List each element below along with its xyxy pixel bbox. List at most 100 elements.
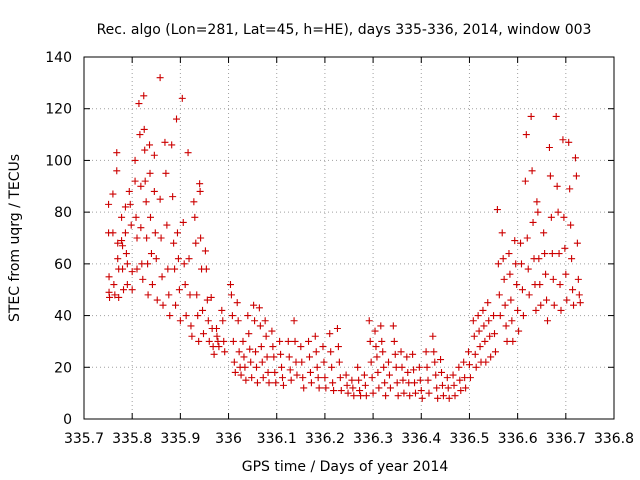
- data-point: [506, 270, 514, 278]
- data-point: [202, 265, 210, 273]
- data-point: [192, 239, 200, 247]
- data-point: [188, 332, 196, 340]
- data-point: [269, 343, 277, 351]
- y-tick-label: 120: [45, 102, 72, 118]
- data-point: [350, 392, 358, 400]
- data-point: [343, 381, 351, 389]
- data-point: [194, 312, 202, 320]
- x-tick-label: 336.1: [257, 431, 297, 447]
- data-point: [120, 286, 128, 294]
- data-point: [572, 172, 580, 180]
- data-point: [263, 353, 271, 361]
- data-point: [143, 234, 151, 242]
- y-tick-label: 140: [45, 50, 72, 66]
- data-point: [173, 229, 181, 237]
- data-point: [233, 299, 241, 307]
- data-point: [298, 358, 306, 366]
- data-point: [140, 92, 148, 100]
- data-point: [398, 363, 406, 371]
- data-point: [386, 384, 394, 392]
- data-point: [486, 332, 494, 340]
- data-point: [127, 221, 135, 229]
- data-point: [437, 356, 445, 364]
- x-tick-label: 336.3: [353, 431, 393, 447]
- data-point: [342, 371, 350, 379]
- data-point: [385, 358, 393, 366]
- data-point: [131, 156, 139, 164]
- data-point: [521, 177, 529, 185]
- data-point: [164, 265, 172, 273]
- data-point: [433, 384, 441, 392]
- data-point: [122, 250, 130, 258]
- chart-title: Rec. algo (Lon=281, Lat=45, h=HE), days …: [97, 22, 592, 38]
- data-point: [244, 312, 252, 320]
- data-point: [456, 376, 464, 384]
- data-point: [150, 151, 158, 159]
- data-point: [409, 350, 417, 358]
- data-point: [252, 363, 260, 371]
- data-point: [369, 389, 377, 397]
- data-point: [508, 317, 516, 325]
- data-point: [220, 337, 228, 345]
- data-point: [125, 187, 133, 195]
- data-point: [444, 384, 452, 392]
- data-point: [411, 379, 419, 387]
- data-point: [534, 208, 542, 216]
- data-point: [114, 239, 122, 247]
- data-point: [561, 244, 569, 252]
- data-point: [261, 317, 269, 325]
- data-point: [146, 169, 154, 177]
- data-point: [229, 337, 237, 345]
- data-point: [248, 374, 256, 382]
- data-point: [385, 371, 393, 379]
- data-point: [251, 317, 259, 325]
- data-point: [147, 250, 155, 258]
- data-point: [141, 146, 149, 154]
- data-point: [257, 343, 265, 351]
- data-point: [373, 353, 381, 361]
- data-point: [410, 366, 418, 374]
- data-point: [299, 374, 307, 382]
- data-point: [210, 350, 218, 358]
- data-point: [326, 330, 334, 338]
- data-point: [381, 379, 389, 387]
- data-point: [540, 229, 548, 237]
- data-point: [312, 348, 320, 356]
- data-point: [173, 115, 181, 123]
- data-point: [334, 343, 342, 351]
- data-point: [115, 293, 123, 301]
- data-point: [475, 327, 483, 335]
- data-point: [163, 221, 171, 229]
- data-point: [195, 337, 203, 345]
- data-point: [406, 392, 414, 400]
- data-point: [566, 185, 574, 193]
- data-point: [319, 343, 327, 351]
- data-point: [390, 337, 398, 345]
- data-point: [287, 376, 295, 384]
- data-point: [524, 265, 532, 273]
- data-point: [253, 379, 261, 387]
- data-point: [457, 387, 465, 395]
- data-point: [169, 193, 177, 201]
- data-point: [182, 312, 190, 320]
- data-point: [511, 237, 519, 245]
- data-point: [191, 213, 199, 221]
- data-point: [174, 255, 182, 263]
- data-point: [168, 141, 176, 149]
- data-point: [568, 255, 576, 263]
- data-point: [171, 265, 179, 273]
- data-point: [367, 358, 375, 366]
- x-tick-label: 335.9: [160, 431, 200, 447]
- data-point: [314, 374, 322, 382]
- data-point: [549, 275, 557, 283]
- data-point: [142, 198, 150, 206]
- data-point: [535, 255, 543, 263]
- data-point: [240, 353, 248, 361]
- data-point: [234, 317, 242, 325]
- data-point: [541, 250, 549, 258]
- data-point: [498, 229, 506, 237]
- data-point: [337, 387, 345, 395]
- data-point: [161, 138, 169, 146]
- data-point: [336, 374, 344, 382]
- data-point: [533, 198, 541, 206]
